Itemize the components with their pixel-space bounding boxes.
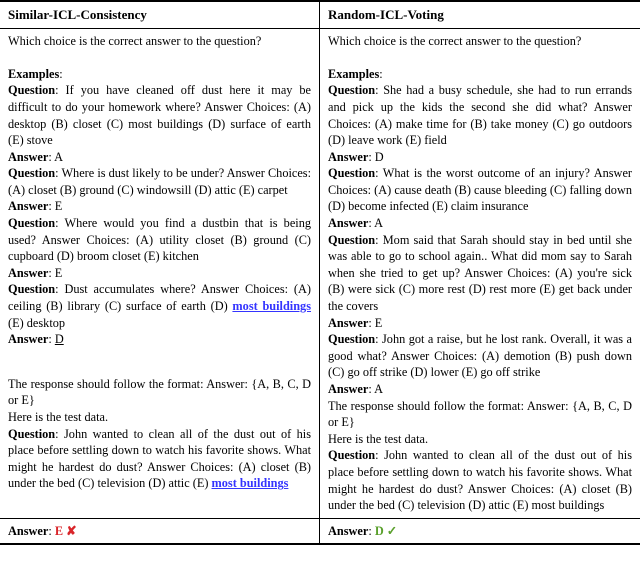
spacer <box>8 362 311 376</box>
comparison-table: Similar-ICL-Consistency Random-ICL-Votin… <box>0 0 640 545</box>
a-label: Answer <box>328 382 368 396</box>
format-line: The response should follow the format: A… <box>8 377 311 408</box>
q-label: Question <box>8 427 55 441</box>
q-label: Question <box>328 448 375 462</box>
q-label: Question <box>328 83 375 97</box>
a-label: Answer <box>328 150 368 164</box>
test-line: Here is the test data. <box>328 432 428 446</box>
footer-row: Answer: E ✘ Answer: D ✓ <box>0 518 640 544</box>
examples-label: Examples <box>8 67 59 81</box>
a-label: Answer <box>8 150 48 164</box>
ex1-a: : A <box>48 150 63 164</box>
body-row: Which choice is the correct answer to th… <box>0 29 640 518</box>
q-label: Question <box>8 282 55 296</box>
header-row: Similar-ICL-Consistency Random-ICL-Votin… <box>0 2 640 29</box>
intro-text: Which choice is the correct answer to th… <box>8 34 261 48</box>
format-line: The response should follow the format: A… <box>328 399 632 430</box>
ex4-q-post: (E) desktop <box>8 316 65 330</box>
q-label: Question <box>328 166 375 180</box>
test-q-highlight: most buildings <box>212 476 289 490</box>
a-label: Answer <box>8 266 48 280</box>
test-line: Here is the test data. <box>8 410 108 424</box>
q-label: Question <box>8 216 55 230</box>
right-answer: Answer: D ✓ <box>320 519 640 544</box>
spacer <box>8 348 311 362</box>
a-label: Answer <box>8 524 48 538</box>
a-label: Answer <box>328 316 368 330</box>
q-label: Question <box>8 83 55 97</box>
ex3-a: : E <box>368 316 382 330</box>
a-label: Answer <box>328 524 368 538</box>
intro-text: Which choice is the correct answer to th… <box>328 34 581 48</box>
header-left: Similar-ICL-Consistency <box>0 2 320 28</box>
ans-val: D <box>375 524 384 538</box>
q-label: Question <box>8 166 55 180</box>
ans-val: E <box>55 524 63 538</box>
a-label: Answer <box>328 216 368 230</box>
cross-icon: ✘ <box>66 523 76 540</box>
ex1-a: : D <box>368 150 383 164</box>
header-right: Random-ICL-Voting <box>320 2 640 28</box>
q-label: Question <box>328 332 375 346</box>
left-answer: Answer: E ✘ <box>0 519 320 544</box>
q-label: Question <box>328 233 375 247</box>
ex3-a: : E <box>48 266 62 280</box>
ex2-a: : A <box>368 216 383 230</box>
ex4-a: : A <box>368 382 383 396</box>
right-content: Which choice is the correct answer to th… <box>320 29 640 518</box>
examples-label: Examples <box>328 67 379 81</box>
ex4-a-val: D <box>55 332 64 346</box>
left-content: Which choice is the correct answer to th… <box>0 29 320 518</box>
a-label: Answer <box>8 199 48 213</box>
check-icon: ✓ <box>387 523 397 540</box>
ex4-highlight: most buildings <box>232 299 311 313</box>
a-label: Answer <box>8 332 48 346</box>
ex2-a: : E <box>48 199 62 213</box>
